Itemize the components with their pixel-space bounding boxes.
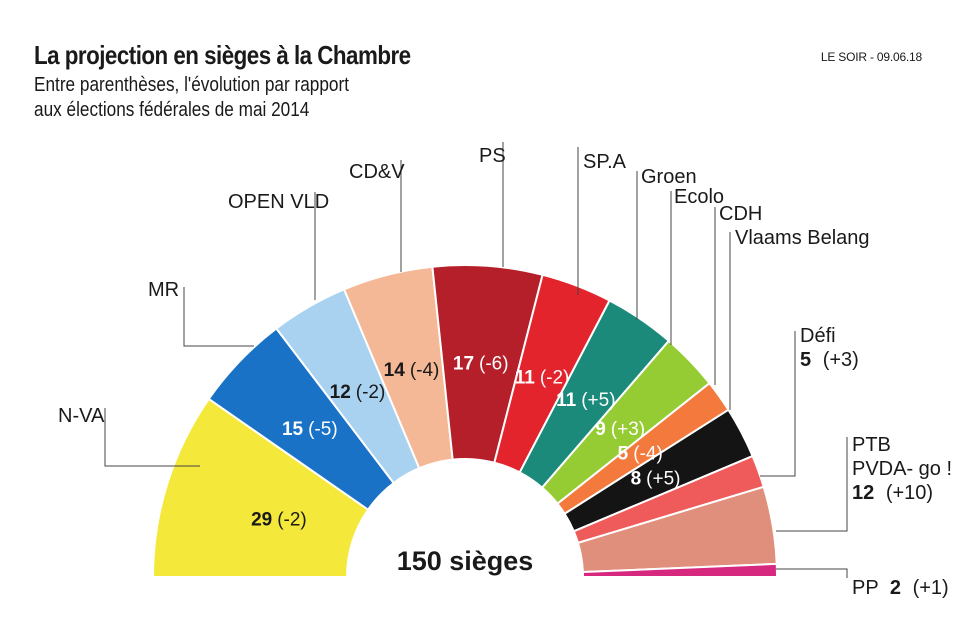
label-cdv: CD&V: [349, 161, 405, 183]
chart-inside-labels: 29 (-2) 15 (-5) 12 (-2)14 (-4) 17 (-6) 11 (-2)11 (+…: [251, 354, 680, 531]
leader-line-mr: [183, 287, 254, 347]
chart-title: La projection en sièges à la Chambre: [34, 40, 411, 70]
leader-line-nva: [104, 408, 200, 467]
inside-label-vlaams-belang: 8 (+5): [631, 468, 681, 489]
inside-label-open-vld: 12 (-2): [330, 382, 386, 403]
inside-label-mr: 15 (-5): [282, 419, 338, 440]
label-defi-name: Défi: [800, 325, 836, 347]
label-mr: MR: [148, 279, 179, 301]
label-vb: Vlaams Belang: [735, 227, 870, 249]
chart-segments: [151, 264, 779, 578]
label-pp-name: PP: [852, 577, 878, 599]
inside-label-cdh: 5 (-4): [618, 443, 663, 464]
leader-line-ptb: [776, 437, 848, 532]
label-groen: Groen: [641, 166, 697, 188]
label-ptb-change: (+10): [886, 482, 933, 504]
label-ptb-seats: 12: [852, 482, 874, 504]
leader-lines: [104, 142, 848, 578]
inside-label-sp-a: 11 (-2): [515, 367, 570, 388]
inside-label-groen: 11 (+5): [556, 390, 615, 411]
label-pp-seats: 2: [890, 577, 901, 599]
label-nva: N-VA: [58, 405, 105, 427]
subtitle-line-1: Entre parenthèses, l'évolution par rappo…: [34, 74, 349, 96]
label-ptb-value: 12 (+10): [852, 482, 933, 504]
label-pp: PP 2 (+1): [852, 577, 949, 599]
label-defi-value: 5 (+3): [800, 349, 859, 371]
source-credit: LE SOIR - 09.06.18: [820, 50, 922, 64]
inside-label-n-va: 29 (-2): [251, 510, 307, 531]
outside-labels: N-VA MR OPEN VLD CD&V PS SP.A Groen Ecol…: [58, 145, 952, 599]
subtitle-line-2: aux élections fédérales de mai 2014: [34, 99, 310, 121]
segment-n-va: [151, 397, 370, 578]
inside-label-ecolo: 9 (+3): [595, 419, 645, 440]
label-cdh: CDH: [719, 203, 762, 225]
segment-pp: [581, 562, 779, 578]
label-defi-change: (+3): [823, 349, 859, 371]
label-defi-seats: 5: [800, 349, 811, 371]
leader-line-pp: [776, 568, 848, 578]
label-ecolo: Ecolo: [674, 186, 724, 208]
inside-label-cd-v: 14 (-4): [384, 360, 440, 381]
label-openvld: OPEN VLD: [228, 191, 329, 213]
label-ps: PS: [479, 145, 506, 167]
leader-line-defi: [760, 331, 796, 477]
label-ptb-name-2: PVDA- go !: [852, 458, 952, 480]
chart-subtitle: Entre parenthèses, l'évolution par rappo…: [34, 73, 349, 123]
label-spa: SP.A: [583, 151, 627, 173]
label-ptb-name-1: PTB: [852, 434, 891, 456]
total-seats-label: 150 sièges: [397, 546, 534, 576]
inside-label-ps: 17 (-6): [453, 354, 509, 375]
label-pp-change: (+1): [913, 577, 949, 599]
